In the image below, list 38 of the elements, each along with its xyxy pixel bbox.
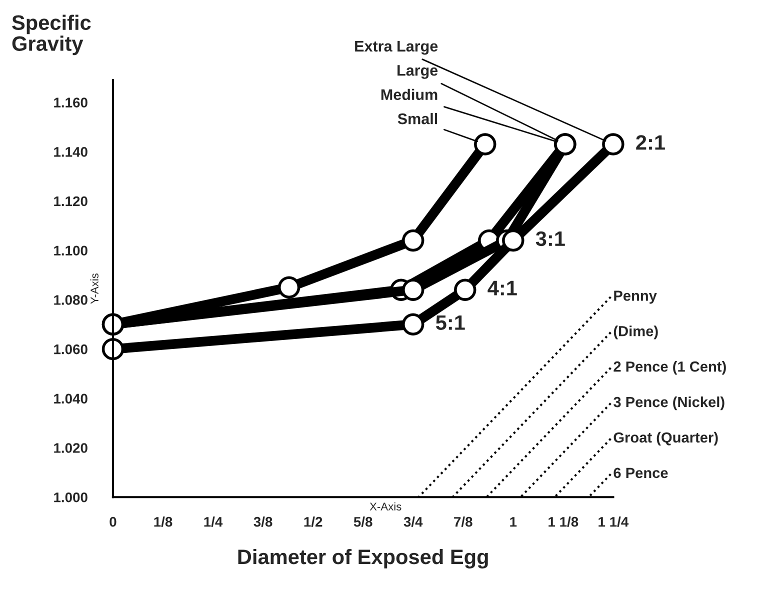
x-tick-label: 1 1/4 bbox=[598, 516, 629, 527]
x-tick-label: 0 bbox=[110, 516, 116, 527]
text: Penny bbox=[614, 290, 657, 304]
annotation: 3:1 bbox=[536, 231, 565, 246]
annotation: 2:1 bbox=[636, 135, 665, 150]
x-tick-label: 1/8 bbox=[154, 516, 172, 527]
annotation: 4:1 bbox=[488, 280, 517, 296]
text: Small bbox=[398, 113, 438, 124]
x-axis-title: Diameter of Exposed Egg bbox=[238, 548, 488, 568]
x-tick-label: 3/8 bbox=[254, 516, 272, 527]
text: Groat (Quarter) bbox=[614, 432, 718, 446]
text: 3 Pence (Nickel) bbox=[614, 396, 724, 410]
x-tick-label: 7/8 bbox=[454, 516, 472, 527]
text: X-Axis bbox=[370, 502, 402, 511]
y-tick-label: 1.040 bbox=[54, 394, 88, 404]
y-axis-title: Specific Gravity bbox=[12, 14, 91, 56]
y-tick-label: 1.000 bbox=[54, 492, 88, 502]
text: Large bbox=[398, 65, 438, 79]
x-tick-label: 1 1/8 bbox=[548, 516, 578, 527]
text: Y-Axis bbox=[90, 273, 98, 304]
text: 2 Pence (1 Cent) bbox=[614, 361, 726, 375]
text: Medium bbox=[381, 88, 438, 100]
x-tick-label: 1/4 bbox=[204, 516, 223, 527]
y-tick-label: 1.140 bbox=[54, 146, 88, 157]
x-tick-label: 1/2 bbox=[304, 516, 322, 527]
y-tick-label: 1.100 bbox=[54, 246, 88, 256]
annotation: 5:1 bbox=[436, 315, 465, 330]
text: Extra Large bbox=[355, 40, 438, 55]
x-tick-label: 5/8 bbox=[354, 516, 372, 527]
x-tick-label: 1 bbox=[510, 517, 517, 527]
y-tick-label: 1.020 bbox=[54, 443, 88, 453]
text: (Dime) bbox=[614, 326, 658, 340]
y-tick-label: 1.060 bbox=[54, 344, 88, 354]
text: 6 Pence bbox=[614, 468, 668, 478]
y-tick-label: 1.080 bbox=[54, 295, 88, 305]
y-tick-label: 1.160 bbox=[54, 98, 88, 108]
x-tick-label: 3/4 bbox=[404, 516, 423, 527]
y-tick-label: 1.120 bbox=[54, 196, 88, 206]
